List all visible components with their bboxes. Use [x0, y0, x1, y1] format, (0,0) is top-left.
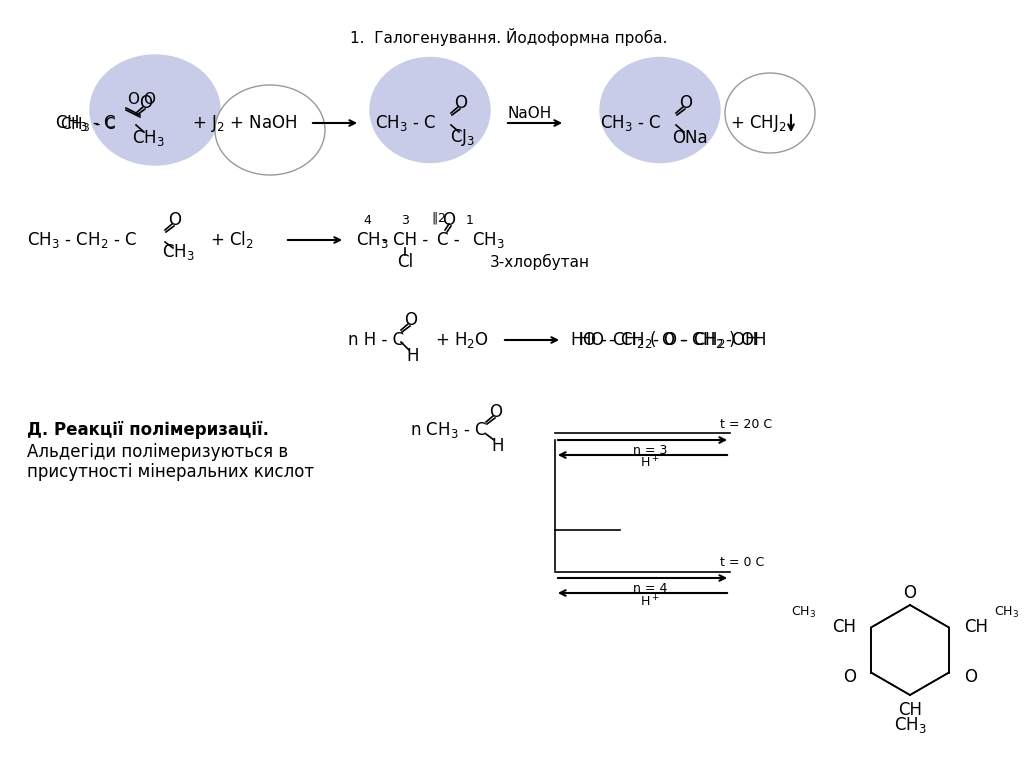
Text: H: H — [407, 347, 419, 365]
Text: n H - C: n H - C — [348, 331, 404, 349]
Text: CH: CH — [833, 618, 856, 637]
Text: CH$_3$: CH$_3$ — [791, 605, 816, 620]
Text: CH: CH — [964, 618, 988, 637]
Ellipse shape — [600, 58, 720, 163]
Text: O: O — [964, 669, 977, 686]
Text: H$^+$: H$^+$ — [640, 456, 659, 471]
Text: O: O — [489, 403, 503, 421]
Text: CH$_3$ - C: CH$_3$ - C — [375, 113, 436, 133]
Ellipse shape — [725, 73, 815, 153]
Text: CH$_3$: CH$_3$ — [894, 715, 927, 735]
Text: O: O — [127, 93, 139, 107]
Text: CH$_3$: CH$_3$ — [356, 230, 389, 250]
Text: HO - CH$_2$- O - CH$_2$-OH: HO - CH$_2$- O - CH$_2$-OH — [578, 330, 758, 350]
Text: Д. Реакції полімеризації.: Д. Реакції полімеризації. — [27, 421, 269, 439]
Text: O: O — [143, 93, 155, 107]
Text: O: O — [442, 211, 456, 229]
Text: CJ$_3$: CJ$_3$ — [451, 127, 475, 149]
Text: + J$_2$ + NaOH: + J$_2$ + NaOH — [193, 113, 297, 133]
Text: n = 3: n = 3 — [633, 443, 668, 456]
Text: O: O — [843, 669, 856, 686]
Text: CH$_3$: CH$_3$ — [162, 242, 195, 262]
Text: присутності мінеральних кислот: присутності мінеральних кислот — [27, 463, 314, 481]
Text: + H$_2$O: + H$_2$O — [435, 330, 488, 350]
Text: O: O — [139, 94, 153, 112]
Ellipse shape — [215, 85, 325, 175]
Text: + CHJ$_2$: + CHJ$_2$ — [730, 113, 786, 133]
Text: 4: 4 — [364, 213, 371, 226]
Text: H: H — [492, 437, 504, 455]
Text: CH$_3$ - C: CH$_3$ - C — [55, 113, 117, 133]
Text: O: O — [404, 311, 418, 329]
Text: CH$_3$: CH$_3$ — [994, 605, 1019, 620]
Text: n = 4: n = 4 — [633, 581, 668, 594]
Text: H$^+$: H$^+$ — [640, 594, 659, 610]
Text: O: O — [680, 94, 692, 112]
Text: $\|$2: $\|$2 — [430, 210, 445, 226]
Text: 1.  Галогенування. Йодоформна проба.: 1. Галогенування. Йодоформна проба. — [350, 28, 668, 46]
Text: CH$_3$: CH$_3$ — [132, 128, 165, 148]
Text: t = 20 C: t = 20 C — [720, 419, 772, 432]
Text: 3-хлорбутан: 3-хлорбутан — [490, 254, 590, 270]
Text: HO - CH$_2$ $\mathsf{(}$ O - CH$_2$ $\mathsf{)}$ OH: HO - CH$_2$ $\mathsf{(}$ O - CH$_2$ $\ma… — [570, 330, 766, 351]
Text: Альдегіди полімеризуються в: Альдегіди полімеризуються в — [27, 443, 288, 461]
Text: CH: CH — [898, 701, 922, 719]
Text: O: O — [455, 94, 468, 112]
Text: t = 0 C: t = 0 C — [720, 557, 764, 570]
Text: - CH -: - CH - — [382, 231, 428, 249]
Text: CH$_3$: CH$_3$ — [472, 230, 505, 250]
Text: CH$_3$ - CH$_2$ - C: CH$_3$ - CH$_2$ - C — [27, 230, 137, 250]
Text: + Cl$_2$: + Cl$_2$ — [210, 229, 254, 251]
Text: Cl: Cl — [397, 253, 413, 271]
Text: 3: 3 — [401, 213, 409, 226]
Ellipse shape — [90, 55, 220, 165]
Text: CH$_3$ - C: CH$_3$ - C — [60, 116, 117, 134]
Text: CH$_3$ - C: CH$_3$ - C — [600, 113, 662, 133]
Text: O: O — [169, 211, 181, 229]
Text: C -: C - — [437, 231, 460, 249]
Text: ONa: ONa — [672, 129, 708, 147]
Text: 1: 1 — [466, 213, 474, 226]
Text: n CH$_3$ - C: n CH$_3$ - C — [410, 420, 487, 440]
Text: NaOH: NaOH — [508, 106, 552, 120]
Ellipse shape — [370, 58, 490, 163]
Text: O: O — [903, 584, 916, 602]
